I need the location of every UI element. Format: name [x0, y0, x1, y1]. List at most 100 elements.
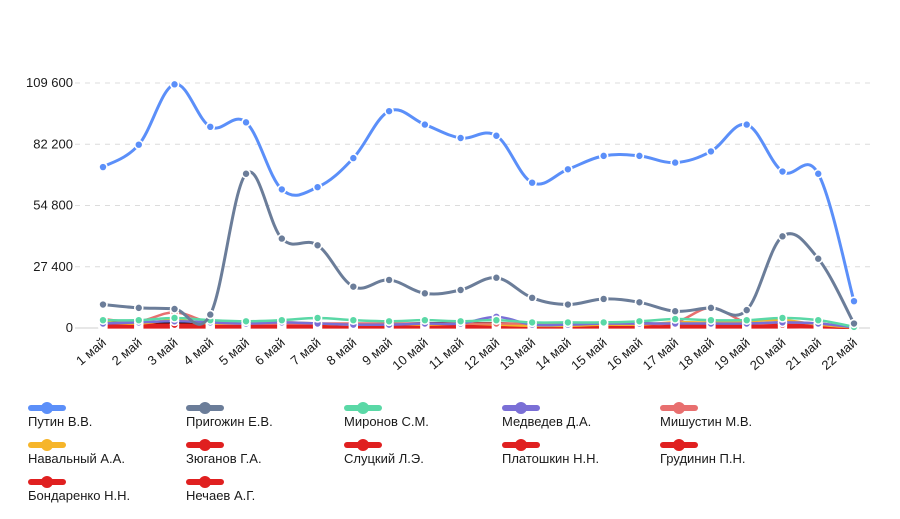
data-point[interactable]: [670, 157, 680, 168]
y-tick-label: 54 800: [33, 198, 73, 213]
data-point[interactable]: [527, 177, 537, 188]
x-tick-label: 2 май: [109, 335, 145, 369]
x-tick-label: 18 май: [675, 335, 716, 373]
data-point[interactable]: [741, 119, 752, 130]
data-point[interactable]: [455, 133, 466, 143]
data-point[interactable]: [741, 315, 752, 325]
legend-marker: [357, 439, 369, 451]
data-point[interactable]: [169, 304, 180, 314]
data-point[interactable]: [169, 79, 180, 90]
x-tick-label: 15 май: [568, 335, 609, 373]
legend-marker: [199, 402, 211, 414]
data-point[interactable]: [634, 316, 645, 327]
x-tick-label: 8 май: [323, 335, 359, 369]
data-point[interactable]: [348, 315, 359, 325]
data-point[interactable]: [777, 231, 788, 242]
legend-marker: [41, 402, 53, 414]
x-tick-label: 19 май: [711, 335, 752, 373]
data-point[interactable]: [133, 315, 144, 325]
series-line: [102, 82, 856, 302]
data-point[interactable]: [241, 316, 251, 327]
data-point[interactable]: [706, 146, 716, 157]
x-tick-label: 12 май: [461, 335, 502, 373]
grid-layer: [75, 82, 870, 329]
legend-label: Бондаренко Н.Н.: [28, 488, 131, 503]
series-2: [98, 168, 859, 329]
data-point[interactable]: [241, 168, 251, 179]
x-tick-label: 10 май: [389, 335, 430, 373]
data-point[interactable]: [277, 184, 287, 195]
y-tick-label: 0: [66, 320, 73, 335]
x-axis: 1 май 2 май 3 май 4 май 5 май 6 май 7 май 8 май…: [73, 335, 860, 373]
data-point[interactable]: [849, 318, 859, 329]
x-tick-label: 17 май: [640, 335, 681, 373]
data-point[interactable]: [312, 240, 323, 251]
data-point[interactable]: [420, 315, 430, 325]
data-point[interactable]: [312, 182, 323, 192]
data-point[interactable]: [455, 316, 466, 327]
legend-marker: [41, 439, 53, 451]
series-layer: [98, 79, 859, 333]
legend-marker: [357, 402, 369, 414]
data-point[interactable]: [813, 315, 824, 325]
data-point[interactable]: [491, 130, 502, 141]
data-point[interactable]: [133, 139, 144, 150]
data-point[interactable]: [813, 168, 824, 179]
y-tick-label: 109 600: [26, 75, 73, 90]
data-point[interactable]: [384, 316, 394, 327]
data-point[interactable]: [527, 317, 537, 328]
legend-marker: [515, 439, 527, 451]
data-point[interactable]: [277, 315, 287, 325]
data-point[interactable]: [777, 166, 788, 177]
data-point[interactable]: [849, 296, 859, 306]
legend-label: Мишустин М.В.: [660, 414, 753, 429]
data-point[interactable]: [491, 315, 502, 325]
data-point[interactable]: [241, 117, 251, 128]
data-point[interactable]: [741, 305, 752, 315]
legend-marker: [673, 402, 685, 414]
data-point[interactable]: [384, 106, 394, 116]
x-tick-label: 1 май: [73, 335, 109, 369]
data-point[interactable]: [420, 288, 430, 299]
data-point[interactable]: [563, 164, 573, 175]
data-point[interactable]: [813, 253, 824, 264]
data-point[interactable]: [133, 303, 144, 313]
data-point[interactable]: [634, 151, 645, 161]
x-tick-label: 7 май: [288, 335, 324, 369]
data-point[interactable]: [598, 317, 609, 328]
x-tick-label: 13 май: [497, 335, 538, 373]
data-point[interactable]: [670, 314, 680, 324]
data-point[interactable]: [563, 299, 573, 310]
data-point[interactable]: [706, 315, 716, 325]
data-point[interactable]: [205, 309, 216, 320]
data-point[interactable]: [348, 281, 359, 292]
data-point[interactable]: [98, 299, 108, 310]
data-point[interactable]: [205, 122, 216, 132]
legend-marker: [199, 476, 211, 488]
legend-label: Слуцкий Л.Э.: [344, 451, 424, 466]
legend-label: Миронов С.М.: [344, 414, 429, 429]
data-point[interactable]: [563, 317, 573, 328]
data-point[interactable]: [348, 153, 359, 163]
data-point[interactable]: [598, 294, 609, 304]
data-point[interactable]: [777, 313, 788, 323]
data-point[interactable]: [98, 315, 108, 325]
data-point[interactable]: [527, 293, 537, 303]
data-point[interactable]: [634, 297, 645, 308]
data-point[interactable]: [491, 272, 502, 283]
legend-marker: [41, 476, 53, 488]
data-point[interactable]: [98, 162, 108, 172]
data-point[interactable]: [455, 285, 466, 295]
data-point[interactable]: [598, 151, 609, 161]
x-tick-label: 22 май: [818, 335, 859, 373]
data-point[interactable]: [384, 275, 394, 285]
data-point[interactable]: [312, 313, 323, 323]
y-tick-label: 82 200: [33, 136, 73, 151]
data-point[interactable]: [169, 313, 180, 323]
x-tick-label: 21 май: [783, 335, 824, 373]
data-point[interactable]: [420, 119, 430, 130]
data-point[interactable]: [706, 303, 716, 313]
legend-label: Путин В.В.: [28, 414, 93, 429]
data-point[interactable]: [670, 306, 680, 317]
data-point[interactable]: [277, 233, 287, 244]
